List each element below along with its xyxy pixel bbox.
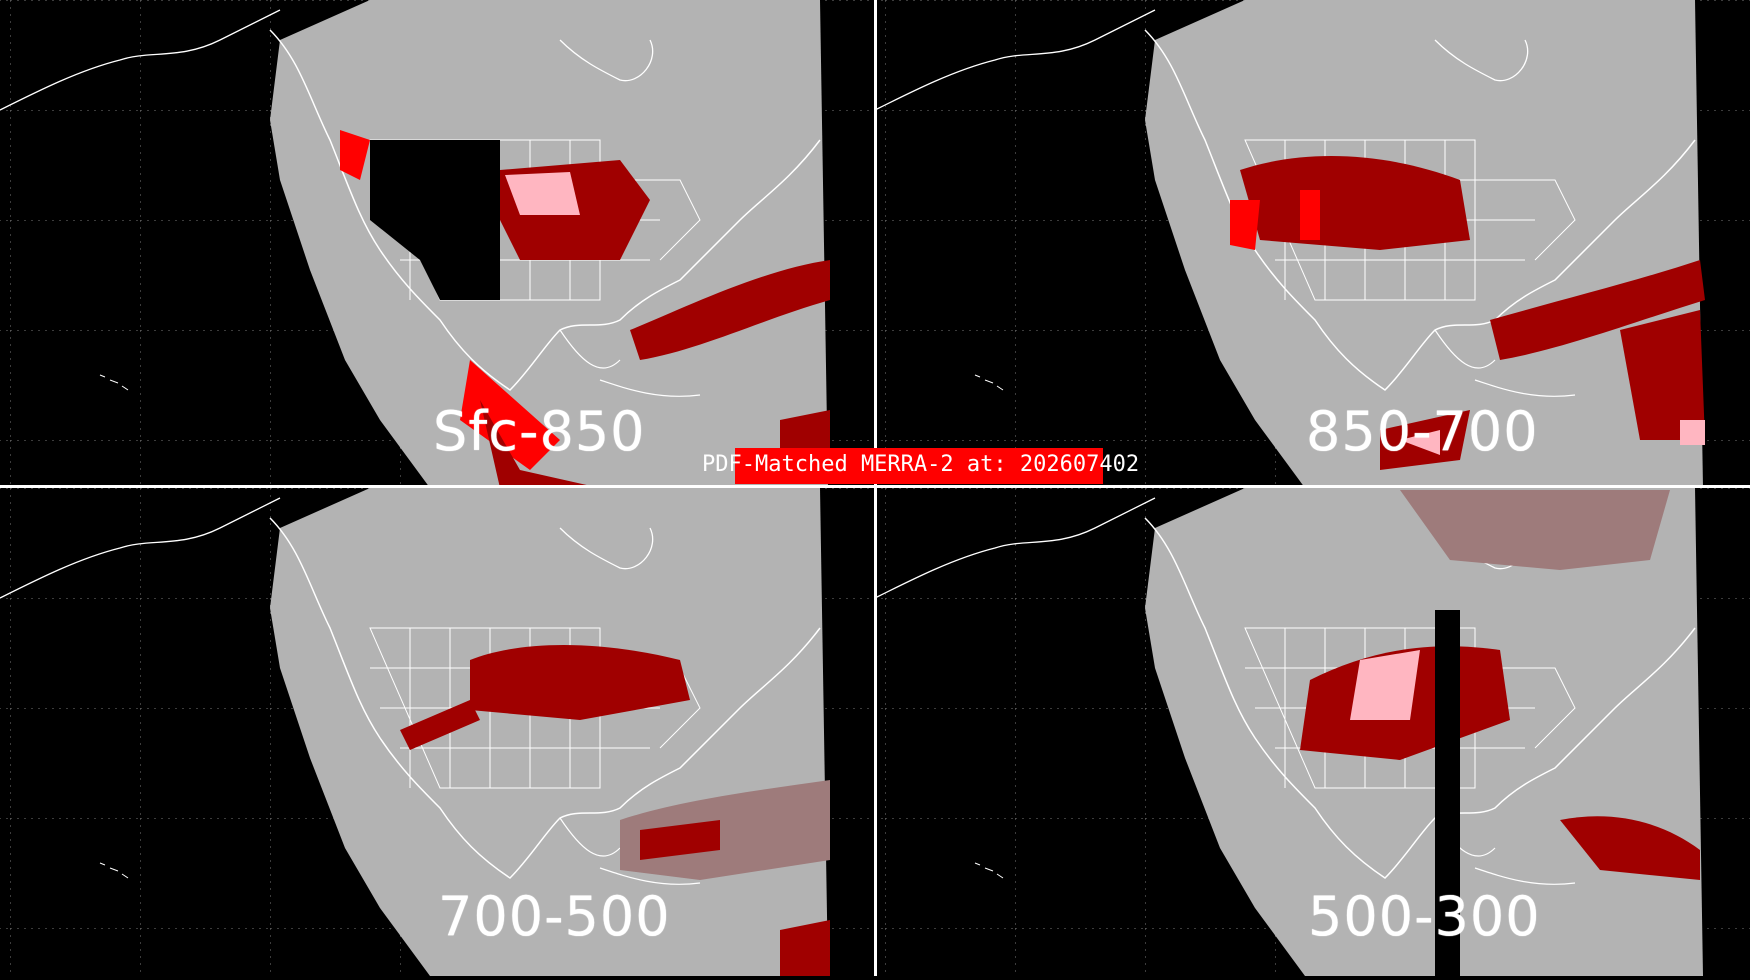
panel-label-br: 500-300 [1308, 885, 1541, 948]
panel-850-700 [874, 0, 1750, 489]
panel-700-500 [0, 487, 876, 977]
panel-label-tl: Sfc-850 [433, 400, 646, 463]
title-box [735, 448, 1103, 484]
panel-label-bl: 700-500 [438, 885, 671, 948]
figure-title: PDF-Matched MERRA-2 at: 202607402 [702, 452, 1140, 477]
panel-500-300 [874, 487, 1750, 977]
vertical-separator [874, 0, 877, 976]
panel-label-tr: 850-700 [1306, 400, 1539, 463]
horizontal-separator [0, 485, 1750, 488]
